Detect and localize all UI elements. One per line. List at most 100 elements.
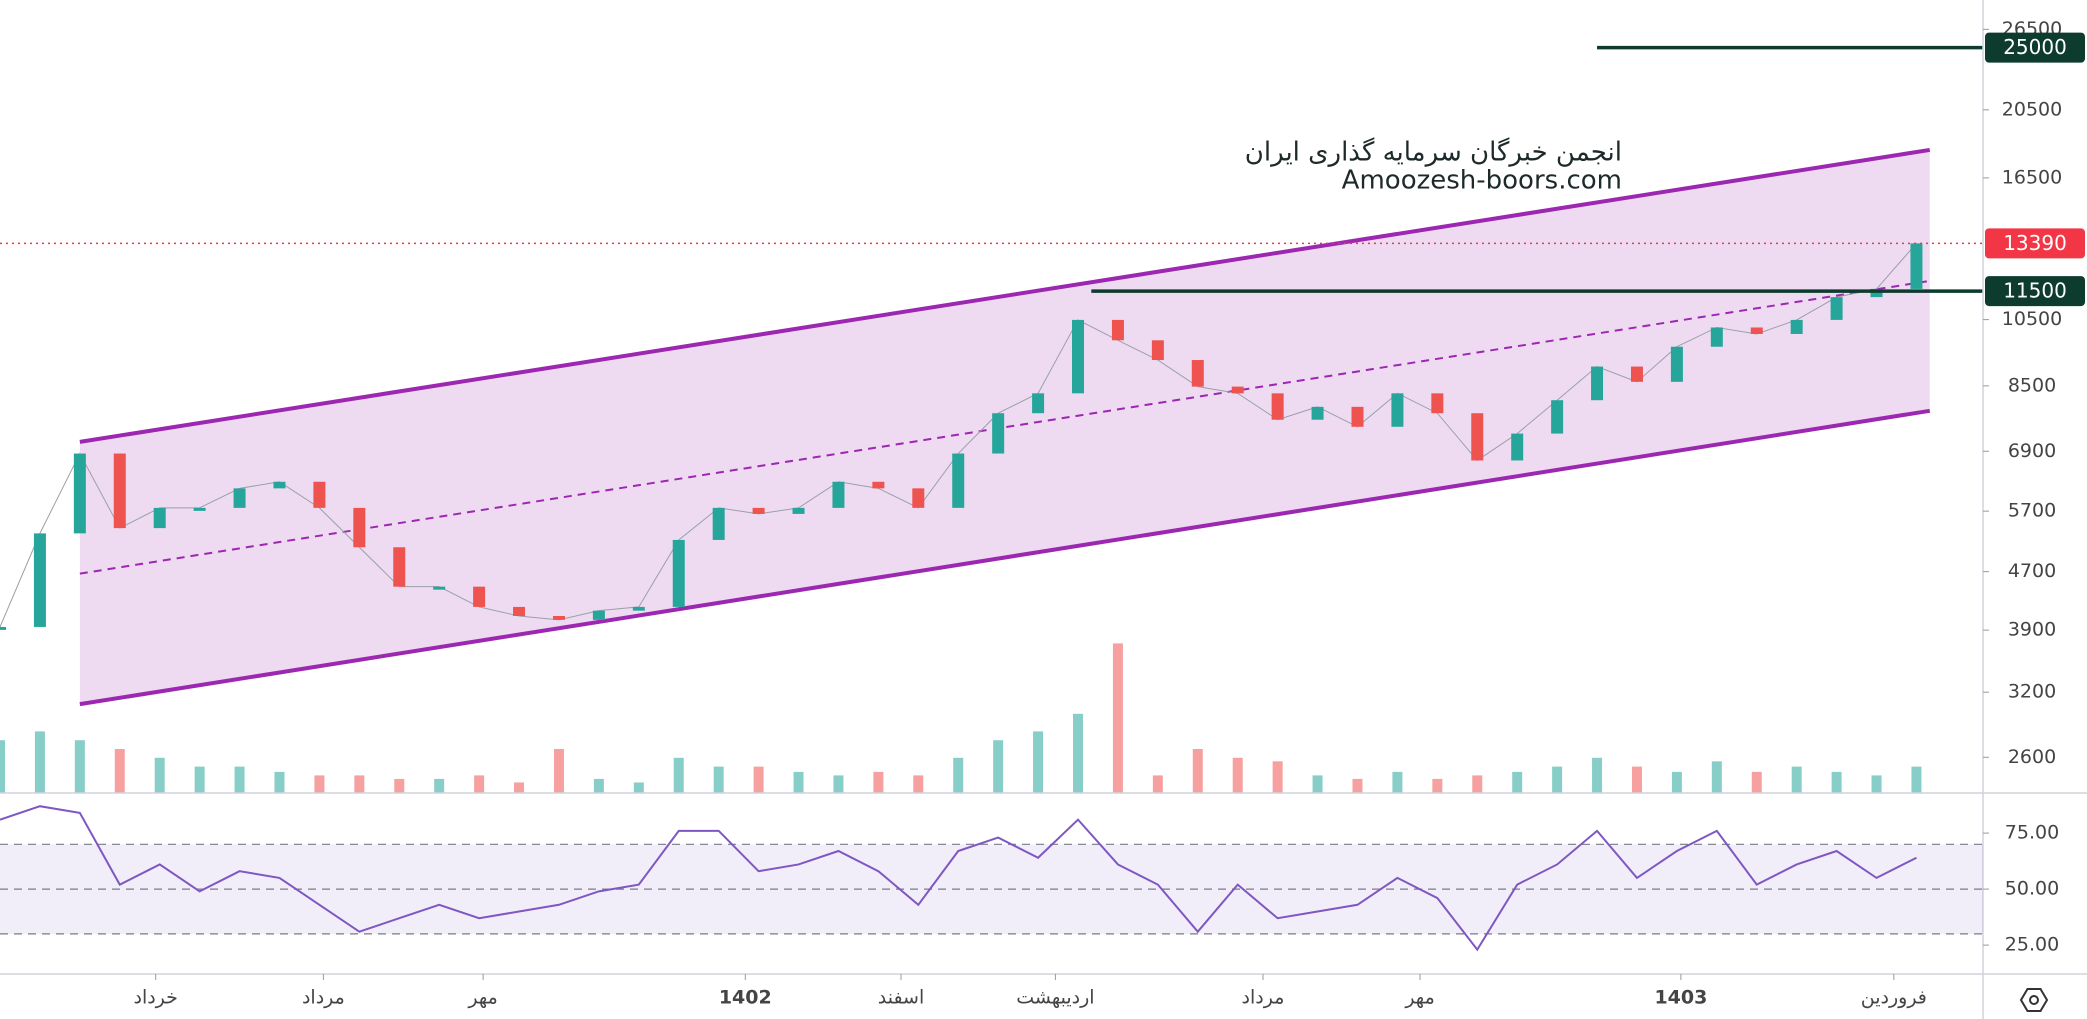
candle — [1231, 386, 1244, 394]
candle — [672, 539, 685, 607]
rsi-tick-label: 25.00 — [2005, 934, 2059, 956]
volume-bar — [1432, 778, 1443, 793]
candle — [1910, 243, 1923, 289]
candle — [1591, 366, 1604, 401]
candle — [872, 481, 885, 489]
candle — [73, 453, 86, 534]
y-tick-label: 20500 — [2002, 98, 2062, 120]
volume-bar — [993, 740, 1004, 793]
volume-bar — [1232, 757, 1243, 793]
candle — [1551, 400, 1564, 434]
price-badge-label: 13390 — [2003, 231, 2067, 255]
volume-bar — [434, 778, 445, 793]
rsi-tick-label: 50.00 — [2005, 878, 2059, 900]
volume-bar — [953, 757, 964, 793]
volume-bar — [394, 778, 405, 793]
volume-bar — [1312, 775, 1323, 793]
volume-bar — [1552, 766, 1563, 793]
volume-bar — [593, 778, 604, 793]
volume-bar — [1472, 775, 1483, 793]
price-badge — [1985, 276, 2085, 307]
candle — [952, 453, 965, 508]
candle — [632, 606, 645, 611]
rsi-line — [0, 805, 1917, 952]
volume-bar — [1791, 766, 1802, 793]
volume-bar — [1352, 778, 1363, 793]
candle — [193, 507, 206, 511]
candle — [912, 488, 925, 508]
candle — [153, 507, 166, 529]
candle — [752, 507, 765, 514]
candle — [1830, 297, 1843, 320]
candle — [1431, 393, 1444, 414]
candle — [1032, 393, 1045, 414]
y-tick-label: 10500 — [2002, 308, 2062, 330]
volume-bar — [1671, 771, 1682, 793]
candle — [433, 586, 446, 590]
volume-bar — [833, 775, 844, 793]
price-badge — [1985, 228, 2085, 259]
candle — [33, 533, 46, 627]
volume-bar — [274, 771, 285, 793]
price-badge-label: 11500 — [2003, 279, 2067, 303]
volume-bar — [1871, 775, 1882, 793]
x-tick-label: اردیبهشت — [1016, 987, 1094, 1009]
candle — [0, 626, 6, 630]
volume-bar — [1073, 713, 1084, 793]
price-badge — [1985, 32, 2085, 63]
volume-bar — [873, 771, 884, 793]
volume-bar — [74, 740, 85, 793]
candle — [1191, 360, 1204, 387]
candle — [393, 547, 406, 587]
volume-bar — [1711, 761, 1722, 793]
volume-bar — [1592, 757, 1603, 793]
x-tick-label: مهر — [467, 987, 497, 1009]
candle — [992, 413, 1005, 454]
candle — [792, 507, 805, 514]
volume-bar — [1831, 771, 1842, 793]
y-tick-label: 8500 — [2008, 374, 2056, 396]
y-tick-label: 16500 — [2002, 166, 2062, 188]
x-tick-label: 1402 — [719, 987, 772, 1009]
price-badge-label: 25000 — [2003, 35, 2067, 59]
volume-bar — [234, 766, 245, 793]
volume-bar — [154, 757, 165, 793]
candle — [552, 615, 565, 620]
candle — [313, 481, 326, 508]
volume-bar — [1152, 775, 1163, 793]
volume-bar — [1192, 749, 1203, 793]
candle — [1750, 327, 1763, 334]
volume-bar — [1033, 731, 1044, 793]
volume-bar — [553, 749, 564, 793]
volume-bar — [1392, 771, 1403, 793]
candle — [1111, 319, 1124, 341]
x-tick-label: خرداد — [133, 987, 177, 1009]
y-tick-label: 3900 — [2008, 619, 2056, 641]
channel-line — [79, 147, 1931, 444]
watermark-title: انجمن خبرگان سرمایه گذاری ایران — [1245, 137, 1622, 168]
volume-bar — [1751, 771, 1762, 793]
candle — [113, 453, 126, 529]
volume-bar — [194, 766, 205, 793]
candle — [1271, 393, 1284, 420]
candle — [1311, 406, 1324, 420]
settings-icon[interactable] — [2019, 988, 2049, 1012]
candle — [1391, 393, 1404, 427]
candle — [1351, 406, 1364, 427]
volume-bar — [0, 740, 5, 793]
volume-bar — [314, 775, 325, 793]
x-tick-label: مهر — [1404, 987, 1434, 1009]
candle — [1151, 340, 1164, 361]
volume-bar — [913, 775, 924, 793]
volume-bar — [1272, 761, 1283, 793]
candle — [1630, 366, 1643, 382]
volume-bar — [753, 766, 764, 793]
x-tick-label: فروردین — [1861, 987, 1927, 1009]
candle — [592, 610, 605, 620]
candle — [513, 606, 526, 616]
volume-bar — [34, 731, 45, 793]
y-tick-label: 2600 — [2008, 746, 2056, 768]
y-tick-label: 3200 — [2008, 681, 2056, 703]
channel-midline — [79, 279, 1930, 575]
